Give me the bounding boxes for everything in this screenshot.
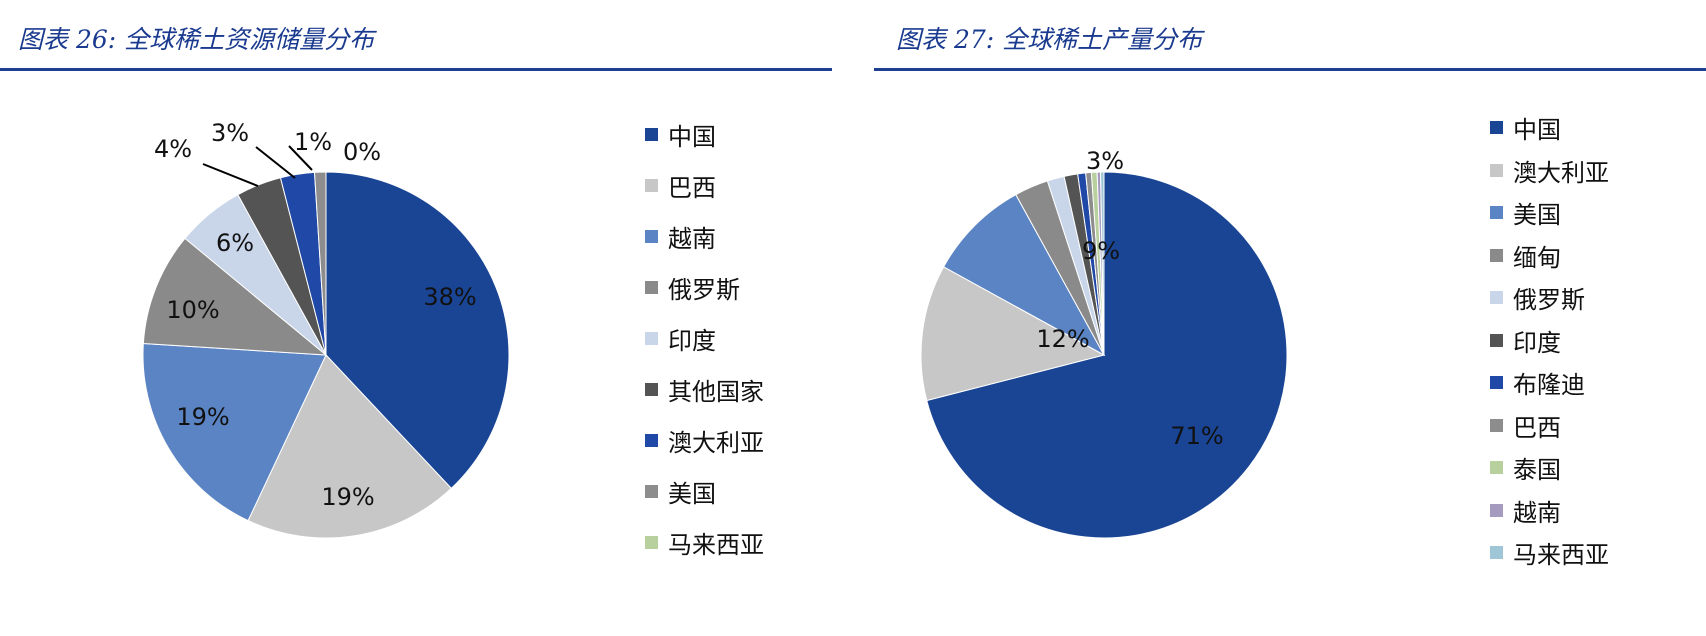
legend-swatch — [645, 128, 658, 141]
legend-swatch — [1490, 333, 1503, 347]
chart-title: 图表 26: 全球稀土资源储量分布 — [18, 25, 375, 54]
data-label: 4% — [154, 135, 192, 163]
legend-item: 泰国 — [1490, 450, 1561, 485]
data-label: 19% — [176, 403, 229, 431]
data-label: 12% — [1036, 325, 1089, 353]
legend-swatch — [1490, 121, 1503, 134]
pie-chart-production: 71% 12% 9% 3% — [920, 147, 1288, 539]
legend-swatch — [1490, 206, 1503, 219]
legend-label: 马来西亚 — [1513, 541, 1609, 569]
pie-slice — [1100, 171, 1105, 356]
legend-item: 缅甸 — [1490, 238, 1561, 273]
pie-slice — [313, 171, 327, 356]
legend-label: 印度 — [1513, 328, 1561, 357]
legend-item: 美国 — [1490, 195, 1561, 230]
legend-swatch — [1490, 291, 1503, 304]
legend-swatch — [645, 434, 658, 447]
data-label: 3% — [1086, 147, 1124, 175]
legend-swatch — [645, 485, 658, 498]
data-label: 0% — [343, 138, 381, 166]
data-label: 3% — [211, 119, 249, 147]
pie-slice — [247, 354, 452, 539]
legend-item: 印度 — [645, 321, 716, 356]
legend-swatch — [645, 383, 658, 396]
legend-swatch — [645, 281, 658, 294]
legend-label: 其他国家 — [668, 378, 764, 406]
leader-line — [288, 145, 313, 171]
legend-swatch — [1490, 376, 1503, 389]
pie-slice — [142, 342, 327, 522]
legend-swatch — [1490, 248, 1503, 262]
legend-item: 印度 — [1490, 323, 1561, 358]
chart-panel-reserves: 图表 26: 全球稀土资源储量分布 38% 19% 19% 10% 6% 4% 3% 1% 0%… — [0, 0, 832, 636]
legend-label: 俄罗斯 — [1513, 286, 1585, 314]
data-label: 1% — [294, 128, 332, 156]
data-label: 6% — [216, 229, 254, 257]
legend-item: 俄罗斯 — [645, 270, 740, 305]
legend-item: 澳大利亚 — [645, 423, 764, 458]
data-label: 19% — [321, 483, 374, 511]
legend-label: 俄罗斯 — [668, 276, 740, 304]
legend-item: 巴西 — [1490, 408, 1561, 443]
legend-item: 澳大利亚 — [1490, 153, 1609, 188]
legend-label: 布隆迪 — [1513, 371, 1585, 399]
chart-panel-production: 图表 27: 全球稀土产量分布 71% 12% 9% 3% 中国澳大利亚美国缅甸俄罗斯… — [874, 0, 1706, 636]
legend-label: 美国 — [1513, 201, 1561, 229]
legend-label: 泰国 — [1513, 456, 1561, 484]
legend-item: 俄罗斯 — [1490, 280, 1585, 315]
legend-label: 巴西 — [1513, 413, 1561, 442]
chart-title: 图表 27: 全球稀土产量分布 — [896, 25, 1203, 54]
pie-slice — [142, 237, 328, 356]
data-label: 10% — [166, 296, 219, 324]
pie-slice — [920, 266, 1106, 402]
legend-swatch — [1490, 503, 1503, 517]
leader-line — [255, 146, 296, 179]
legend-label: 越南 — [1513, 498, 1561, 527]
legend-label: 美国 — [668, 480, 716, 508]
legend-item: 越南 — [645, 219, 716, 254]
legend-label: 越南 — [668, 225, 716, 253]
legend-label: 缅甸 — [1513, 243, 1561, 272]
legend-item: 美国 — [645, 474, 716, 509]
legend-item: 中国 — [1490, 110, 1561, 145]
legend-swatch — [645, 230, 658, 243]
pie-slice — [942, 193, 1106, 357]
data-label: 38% — [423, 283, 476, 311]
legend-label: 印度 — [668, 327, 716, 355]
legend-item: 马来西亚 — [1490, 535, 1609, 570]
legend-item: 越南 — [1490, 493, 1561, 528]
title-rule — [874, 68, 1706, 71]
pie-slice — [926, 171, 1288, 539]
legend-label: 澳大利亚 — [1513, 158, 1609, 187]
pie-slice — [325, 171, 510, 490]
legend-swatch — [1490, 461, 1503, 474]
legend-item: 布隆迪 — [1490, 365, 1585, 400]
legend-label: 巴西 — [668, 174, 716, 202]
title-rule — [0, 68, 832, 71]
legend-label: 澳大利亚 — [668, 429, 764, 457]
legend-label: 马来西亚 — [668, 531, 764, 559]
legend-swatch — [1490, 546, 1503, 559]
legend-label: 中国 — [668, 123, 716, 151]
legend-item: 巴西 — [645, 168, 716, 203]
legend-label: 中国 — [1513, 116, 1561, 144]
legend-swatch — [1490, 418, 1503, 432]
legend-swatch — [1490, 163, 1503, 177]
leader-line — [202, 163, 259, 187]
legend-swatch — [645, 179, 658, 192]
legend-swatch — [645, 536, 658, 549]
data-label: 71% — [1170, 422, 1223, 450]
legend-item: 中国 — [645, 117, 716, 152]
legend-item: 马来西亚 — [645, 525, 764, 560]
data-label: 9% — [1082, 237, 1120, 265]
legend-swatch — [645, 332, 658, 345]
pie-chart-reserves: 38% 19% 19% 10% 6% 4% 3% 1% 0% — [142, 119, 510, 539]
legend-item: 其他国家 — [645, 372, 764, 407]
